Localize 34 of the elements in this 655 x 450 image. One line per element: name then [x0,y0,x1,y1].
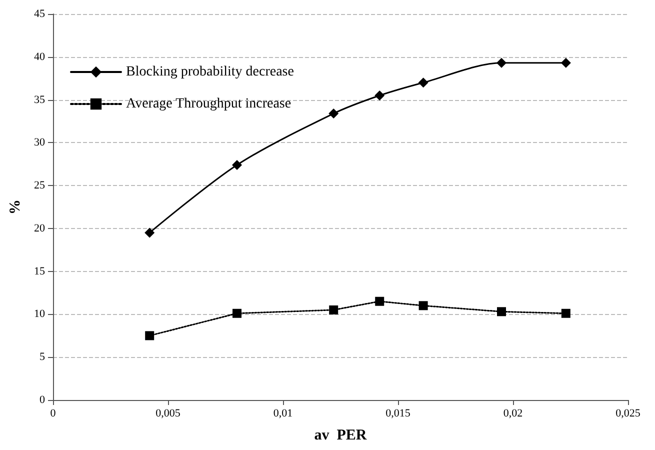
point [232,308,242,318]
legend-label: Average Throughput increase [126,96,292,112]
point [496,58,506,68]
y-tick-label: 30 [34,136,46,149]
point [497,307,506,316]
x-tick-label: 0,005 [156,408,181,420]
point [418,78,428,88]
x-tick-label: 0,015 [386,408,411,420]
x-tick-label: 0,02 [503,408,523,420]
legend-label: Blocking probability decrease [126,64,294,80]
point [561,308,570,318]
y-tick-label: 25 [34,180,46,192]
x-tick-label: 0,025 [616,408,641,420]
y-tick-label: 20 [34,222,46,234]
x-tick-label: 0,01 [273,408,293,420]
y-tick-label: 15 [34,265,46,278]
point [375,296,384,306]
y-tick-label: 40 [34,50,46,63]
point [374,90,385,100]
point [329,305,338,314]
point [144,228,155,238]
y-tick-label: 5 [40,351,46,364]
point [145,331,154,340]
point [418,301,428,310]
y-tick-label: 45 [34,8,46,20]
point [232,160,242,170]
y-tick-label: 0 [40,394,46,406]
x-axis-title: av PER [314,428,367,444]
y-axis-title: % [8,200,24,214]
point [560,58,571,68]
x-tick-label: 0 [50,408,56,420]
y-tick-label: 35 [34,94,46,106]
y-tick-label: 10 [34,308,46,320]
point [328,108,339,118]
